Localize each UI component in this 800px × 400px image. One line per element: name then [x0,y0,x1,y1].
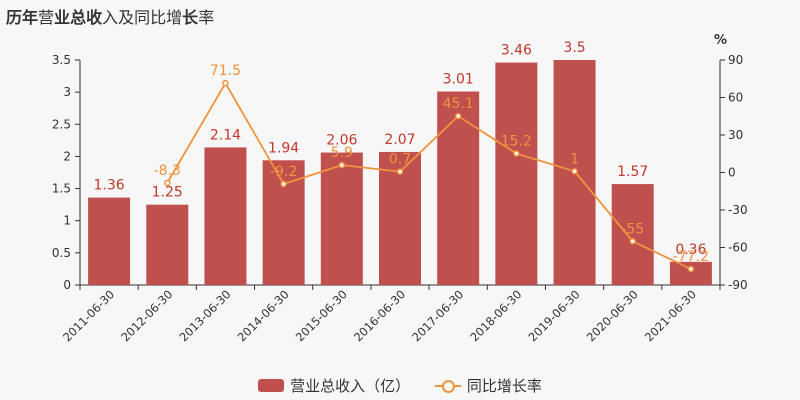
x-tick-label: 2013-06-30 [176,287,233,344]
growth-line [166,81,692,270]
bar-data-label: 2.07 [384,132,415,148]
bar-data-label: 3.5 [563,40,585,56]
legend-label-growth: 同比增长率 [466,377,542,395]
x-tick-label: 2020-06-30 [584,287,641,344]
growth-data-label: 5.9 [331,145,353,161]
growth-data-label: -8.3 [154,163,181,179]
growth-point [164,179,171,187]
bar-data-label: 1.94 [268,140,299,156]
growth-point [222,79,229,87]
bar [495,62,538,286]
growth-data-label: 71.5 [210,63,241,79]
x-tick-label: 2015-06-30 [293,287,350,344]
growth-point [454,112,462,120]
growth-point [338,161,346,169]
chart-title: 历年营业总收入及同比增长率 [6,8,215,27]
legend-label-revenue: 营业总收入（亿） [290,377,411,395]
bar [611,184,654,285]
y-right-tick-label: -90 [728,278,748,292]
y-left-tick-label: 3 [63,85,71,99]
y-left-tick-label: 0 [63,278,71,292]
bar [204,147,247,285]
legend-item-growth[interactable]: 同比增长率 [434,375,542,396]
growth-data-label: 45.1 [443,96,474,112]
y-right-tick-label: 90 [728,53,743,67]
y-left-tick-label: 1.5 [52,182,71,196]
x-tick-label: 2021-06-30 [642,287,699,344]
bar-data-label: 0.36 [675,242,706,258]
x-tick-label: 2014-06-30 [235,287,292,344]
y-right-tick-label: 0 [728,166,736,180]
x-tick-label: 2017-06-30 [409,287,466,344]
growth-point [629,238,636,245]
bar-data-label: 1.57 [617,164,648,180]
y-left-tick-label: 0.5 [52,246,71,260]
growth-data-label: -77.2 [673,249,709,265]
bar [669,261,712,285]
growth-point [396,168,404,175]
y-left-tick-label: 1 [63,214,71,228]
bar [88,197,131,285]
growth-data-label: -55 [621,221,644,237]
legend-bar-swatch [258,379,285,392]
growth-point [571,168,578,175]
y-right-tick-label: 60 [728,91,743,105]
bar-data-label: 3.46 [501,43,532,59]
legend-line-swatch [434,379,461,393]
bar-data-label: 1.36 [94,178,125,194]
bar-data-label: 2.14 [210,127,241,143]
x-tick-label: 2016-06-30 [351,287,408,344]
y-right-tick-label: -60 [728,241,748,255]
y-right-tick-label: 30 [728,128,743,142]
growth-data-label: 1 [570,151,579,167]
bar [437,91,480,285]
growth-point [513,150,520,157]
y-left-tick-label: 2 [63,149,71,163]
bar-data-label: 3.01 [443,72,474,88]
legend: 营业总收入（亿） 同比增长率 [0,375,800,396]
x-tick-label: 2011-06-30 [60,287,117,344]
growth-data-label: -9.2 [270,164,297,180]
growth-data-label: 0.7 [389,152,411,168]
bar-data-label: 1.25 [152,185,183,201]
x-tick-label: 2012-06-30 [118,287,175,344]
legend-item-revenue[interactable]: 营业总收入（亿） [258,375,410,396]
y-right-tick-label: -30 [728,203,748,217]
bar-data-label: 2.06 [326,133,357,149]
x-tick-label: 2019-06-30 [526,287,583,344]
bar [146,204,189,285]
growth-data-label: 15.2 [501,134,532,150]
y-right-unit: % [714,33,727,48]
growth-point [280,180,287,188]
y-left-tick-label: 2.5 [52,117,71,131]
growth-point [687,265,695,273]
bar [320,152,363,285]
y-left-tick-label: 3.5 [52,53,71,67]
x-tick-label: 2018-06-30 [467,287,524,344]
